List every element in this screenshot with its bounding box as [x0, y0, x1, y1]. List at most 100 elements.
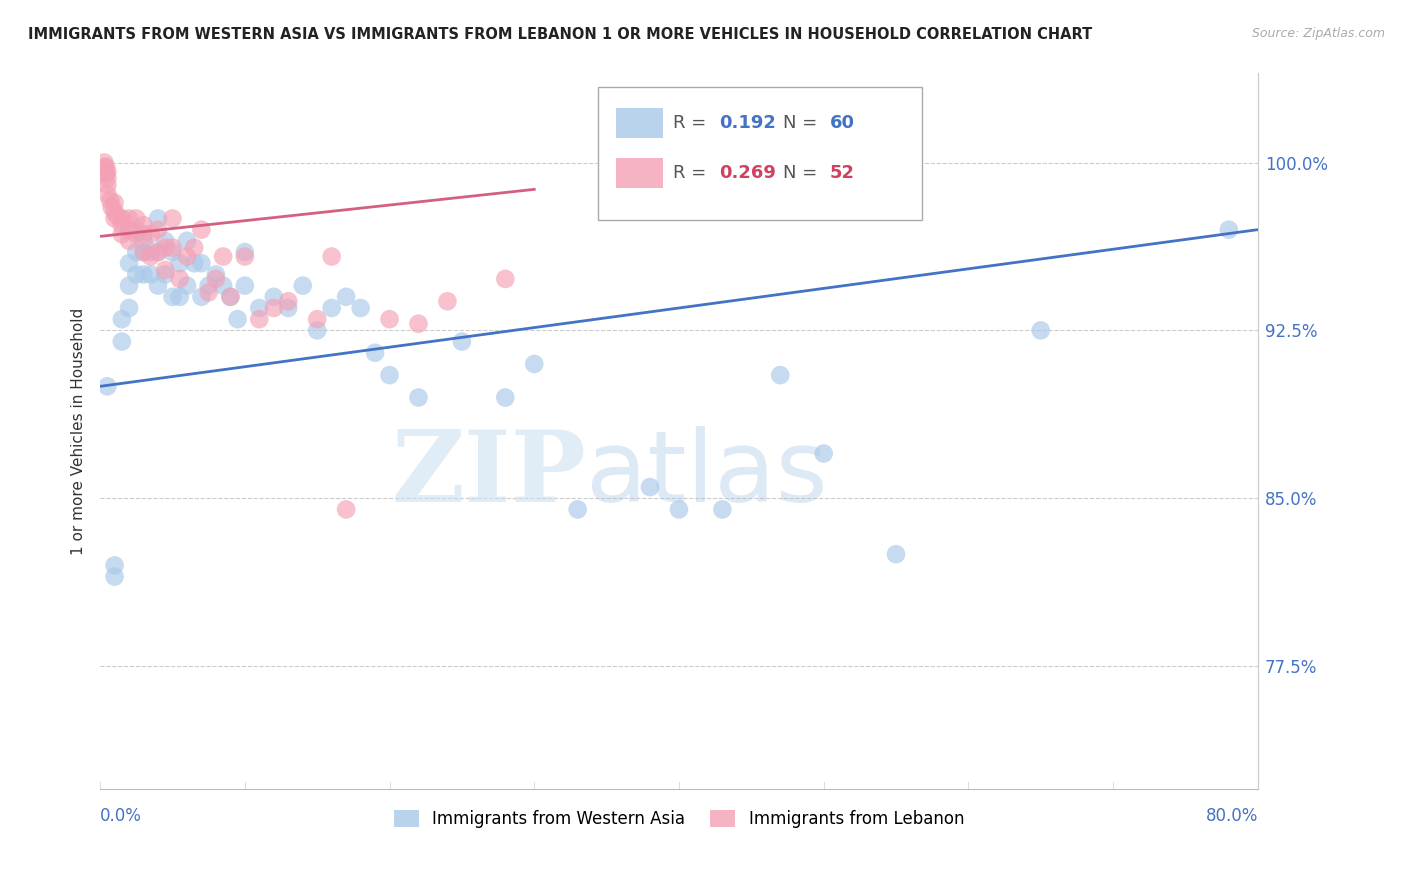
- Point: [94, 167, 117, 181]
- Point: [139, 250, 162, 264]
- Point: [104, 204, 127, 219]
- Point: [1218, 222, 1240, 236]
- Point: [378, 368, 401, 383]
- Point: [111, 211, 134, 226]
- Point: [125, 245, 148, 260]
- FancyBboxPatch shape: [616, 108, 662, 138]
- Text: atlas: atlas: [586, 425, 828, 523]
- Point: [118, 234, 141, 248]
- Point: [169, 256, 191, 270]
- Point: [668, 502, 690, 516]
- Point: [638, 480, 661, 494]
- Point: [111, 312, 134, 326]
- Text: 60: 60: [830, 114, 855, 132]
- Point: [118, 301, 141, 315]
- Point: [155, 241, 177, 255]
- Point: [125, 227, 148, 241]
- Point: [139, 227, 162, 241]
- Text: 0.269: 0.269: [720, 164, 776, 182]
- Point: [212, 250, 235, 264]
- Point: [96, 178, 118, 192]
- Point: [93, 160, 115, 174]
- Point: [321, 250, 343, 264]
- Point: [146, 245, 169, 260]
- Point: [146, 278, 169, 293]
- Point: [132, 218, 155, 232]
- Point: [118, 211, 141, 226]
- Point: [190, 256, 212, 270]
- Point: [884, 547, 907, 561]
- Point: [111, 334, 134, 349]
- Point: [451, 334, 474, 349]
- Point: [226, 312, 249, 326]
- Point: [132, 245, 155, 260]
- Point: [247, 301, 270, 315]
- Text: IMMIGRANTS FROM WESTERN ASIA VS IMMIGRANTS FROM LEBANON 1 OR MORE VEHICLES IN HO: IMMIGRANTS FROM WESTERN ASIA VS IMMIGRAN…: [28, 27, 1092, 42]
- Point: [96, 186, 118, 201]
- Point: [364, 345, 387, 359]
- Point: [307, 323, 329, 337]
- Point: [132, 268, 155, 282]
- Point: [233, 250, 256, 264]
- Point: [197, 278, 219, 293]
- Point: [335, 290, 357, 304]
- Point: [132, 245, 155, 260]
- Text: N =: N =: [783, 114, 823, 132]
- Point: [162, 241, 184, 255]
- FancyBboxPatch shape: [598, 87, 922, 219]
- Point: [291, 278, 314, 293]
- Point: [183, 256, 205, 270]
- Point: [233, 278, 256, 293]
- Point: [277, 294, 299, 309]
- Point: [125, 268, 148, 282]
- Point: [169, 290, 191, 304]
- Point: [107, 209, 129, 223]
- Point: [197, 285, 219, 300]
- Point: [98, 194, 121, 208]
- Text: R =: R =: [673, 164, 713, 182]
- Point: [349, 301, 371, 315]
- Point: [378, 312, 401, 326]
- Point: [118, 256, 141, 270]
- Point: [169, 272, 191, 286]
- Point: [118, 278, 141, 293]
- Y-axis label: 1 or more Vehicles in Household: 1 or more Vehicles in Household: [72, 308, 86, 555]
- Point: [118, 222, 141, 236]
- Point: [146, 222, 169, 236]
- Point: [100, 200, 122, 214]
- Point: [132, 234, 155, 248]
- Point: [494, 272, 516, 286]
- Text: 52: 52: [830, 164, 855, 182]
- FancyBboxPatch shape: [616, 158, 662, 188]
- Text: 80.0%: 80.0%: [1205, 807, 1258, 825]
- Point: [176, 250, 198, 264]
- Point: [94, 160, 117, 174]
- Point: [190, 290, 212, 304]
- Point: [263, 290, 285, 304]
- Point: [93, 155, 115, 169]
- Point: [104, 195, 127, 210]
- Point: [111, 218, 134, 232]
- Point: [769, 368, 792, 383]
- Point: [408, 391, 430, 405]
- Point: [176, 278, 198, 293]
- Point: [219, 290, 242, 304]
- Point: [813, 446, 835, 460]
- Point: [155, 268, 177, 282]
- Point: [494, 391, 516, 405]
- Point: [96, 164, 118, 178]
- Point: [176, 234, 198, 248]
- Point: [104, 211, 127, 226]
- Point: [132, 227, 155, 241]
- Point: [436, 294, 458, 309]
- Point: [523, 357, 546, 371]
- Point: [155, 234, 177, 248]
- Text: ZIP: ZIP: [391, 425, 586, 523]
- Text: R =: R =: [673, 114, 713, 132]
- Point: [1029, 323, 1052, 337]
- Point: [277, 301, 299, 315]
- Point: [162, 290, 184, 304]
- Point: [96, 171, 118, 186]
- Point: [205, 268, 228, 282]
- Point: [190, 222, 212, 236]
